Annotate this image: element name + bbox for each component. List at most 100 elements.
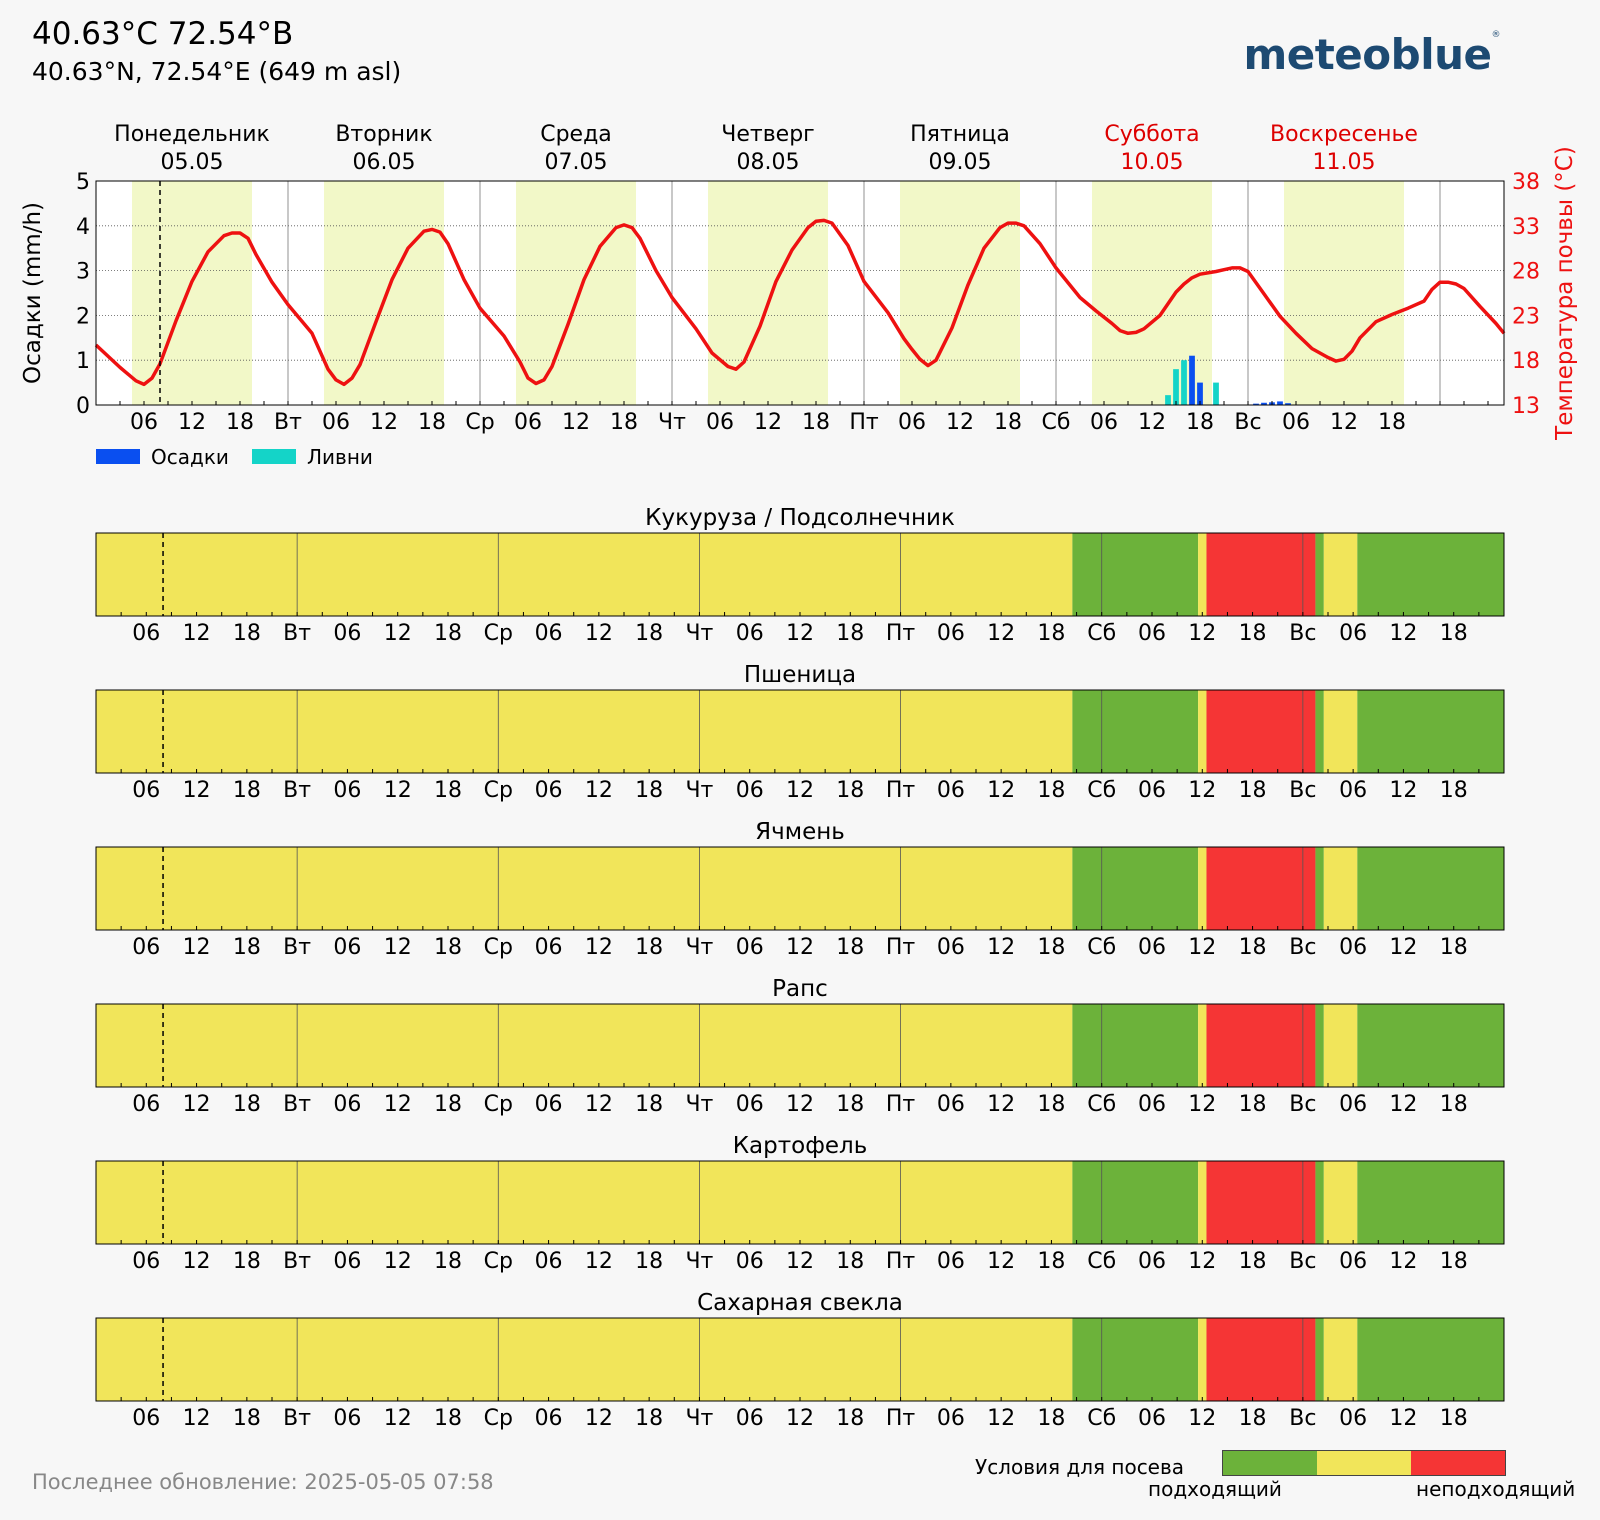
crop-day-label: Ср bbox=[484, 1406, 513, 1431]
crop-hour-label: 12 bbox=[786, 1249, 814, 1274]
crop-day-label: Ср bbox=[484, 1249, 513, 1274]
legend-bad-swatch bbox=[1411, 1451, 1505, 1475]
crop-hour-label: 06 bbox=[132, 1406, 160, 1431]
left-tick-label: 4 bbox=[76, 215, 90, 240]
main-axis-hour-label: 06 bbox=[1090, 410, 1118, 435]
crop-hour-label: 12 bbox=[585, 1092, 613, 1117]
crop-hour-label: 06 bbox=[736, 1249, 764, 1274]
precip-legend-swatch bbox=[96, 449, 140, 464]
showers-legend-label: Ливни bbox=[307, 445, 373, 469]
crop-hour-label: 18 bbox=[233, 1249, 261, 1274]
left-tick-label: 5 bbox=[76, 170, 90, 195]
crop-hour-label: 06 bbox=[535, 1249, 563, 1274]
condition-segment bbox=[1206, 1004, 1316, 1087]
condition-segment bbox=[96, 690, 1073, 773]
condition-segment bbox=[1315, 847, 1324, 930]
main-axis-day-label: Вт bbox=[274, 410, 302, 435]
day-date: 11.05 bbox=[1313, 150, 1376, 175]
crop-hour-label: 06 bbox=[736, 621, 764, 646]
day-name: Понедельник bbox=[114, 122, 270, 147]
crop-day-label: Пт bbox=[886, 1406, 916, 1431]
crop-day-label: Ср bbox=[484, 621, 513, 646]
crop-day-label: Вт bbox=[283, 778, 311, 803]
crop-hour-label: 12 bbox=[384, 1249, 412, 1274]
precip-bar bbox=[1197, 382, 1203, 405]
condition-segment bbox=[1206, 847, 1316, 930]
crop-hour-label: 12 bbox=[1389, 1249, 1417, 1274]
crop-day-label: Вс bbox=[1289, 935, 1316, 960]
right-tick-label: 13 bbox=[1512, 394, 1540, 419]
condition-segment bbox=[1357, 1318, 1504, 1401]
sowing-legend-bar bbox=[1222, 1450, 1506, 1476]
precip-bar bbox=[1253, 403, 1259, 405]
crop-hour-label: 12 bbox=[1188, 1406, 1216, 1431]
crop-hour-label: 12 bbox=[1188, 621, 1216, 646]
main-axis-day-label: Вс bbox=[1234, 410, 1261, 435]
condition-segment bbox=[1357, 533, 1504, 616]
crop-day-label: Чт bbox=[685, 1406, 713, 1431]
crop-day-label: Пт bbox=[886, 935, 916, 960]
crop-title: Кукуруза / Подсолнечник bbox=[645, 505, 955, 531]
right-tick-label: 33 bbox=[1512, 215, 1540, 240]
crop-hour-label: 06 bbox=[1339, 1249, 1367, 1274]
crop-hour-label: 12 bbox=[585, 621, 613, 646]
left-axis-label: Осадки (mm/h) bbox=[20, 202, 46, 384]
main-axis-hour-label: 18 bbox=[1186, 410, 1214, 435]
crop-hour-label: 06 bbox=[1138, 621, 1166, 646]
crop-hour-label: 18 bbox=[836, 621, 864, 646]
main-axis-hour-label: 12 bbox=[1138, 410, 1166, 435]
crop-hour-label: 12 bbox=[1188, 935, 1216, 960]
precip-legend-label: Осадки bbox=[151, 445, 229, 469]
main-axis-hour-label: 18 bbox=[802, 410, 830, 435]
condition-segment bbox=[1323, 533, 1358, 616]
crop-day-label: Ср bbox=[484, 778, 513, 803]
legend-unsuitable-label: неподходящий bbox=[1416, 1477, 1576, 1501]
crop-hour-label: 12 bbox=[183, 621, 211, 646]
crop-hour-label: 06 bbox=[1138, 935, 1166, 960]
daylight-band bbox=[516, 181, 636, 405]
precip-bar bbox=[1261, 402, 1267, 405]
crop-hour-label: 06 bbox=[1339, 621, 1367, 646]
day-date: 05.05 bbox=[161, 150, 224, 175]
crop-hour-label: 18 bbox=[1239, 1092, 1267, 1117]
crop-hour-label: 18 bbox=[1037, 1249, 1065, 1274]
crop-hour-label: 06 bbox=[736, 1092, 764, 1117]
main-axis-hour-label: 12 bbox=[754, 410, 782, 435]
day-name: Вторник bbox=[335, 122, 432, 147]
location-coordinates: 40.63°N, 72.54°E (649 m asl) bbox=[32, 57, 402, 86]
crop-hour-label: 06 bbox=[1339, 935, 1367, 960]
main-axis-day-label: Пт bbox=[849, 410, 879, 435]
crop-hour-label: 12 bbox=[786, 1406, 814, 1431]
main-axis-hour-label: 06 bbox=[898, 410, 926, 435]
main-axis-hour-label: 12 bbox=[1330, 410, 1358, 435]
crop-hour-label: 18 bbox=[1037, 1406, 1065, 1431]
condition-segment bbox=[1206, 1318, 1316, 1401]
crop-hour-label: 06 bbox=[333, 1249, 361, 1274]
crop-hour-label: 18 bbox=[434, 1249, 462, 1274]
meteoblue-logo[interactable]: meteoblue® bbox=[1243, 30, 1500, 79]
condition-segment bbox=[1072, 1318, 1199, 1401]
crop-hour-label: 18 bbox=[1239, 935, 1267, 960]
left-tick-label: 1 bbox=[76, 349, 90, 374]
crop-hour-label: 06 bbox=[535, 621, 563, 646]
showers-bar bbox=[1165, 395, 1171, 405]
crop-hour-label: 18 bbox=[233, 935, 261, 960]
crop-hour-label: 18 bbox=[1440, 1406, 1468, 1431]
crop-hour-label: 12 bbox=[585, 935, 613, 960]
crop-title: Рапс bbox=[772, 976, 828, 1002]
crop-day-label: Пт bbox=[886, 1249, 916, 1274]
crop-hour-label: 12 bbox=[987, 1249, 1015, 1274]
crop-hour-label: 06 bbox=[937, 935, 965, 960]
right-axis-label: Температура почвы (°C) bbox=[1552, 146, 1578, 441]
condition-segment bbox=[1206, 533, 1316, 616]
crop-hour-label: 18 bbox=[1037, 621, 1065, 646]
crop-hour-label: 06 bbox=[535, 1092, 563, 1117]
crop-hour-label: 12 bbox=[1389, 935, 1417, 960]
crop-hour-label: 06 bbox=[535, 1406, 563, 1431]
showers-bar bbox=[1173, 369, 1179, 405]
crop-hour-label: 12 bbox=[183, 1406, 211, 1431]
crop-hour-label: 18 bbox=[1239, 778, 1267, 803]
crop-hour-label: 06 bbox=[1339, 778, 1367, 803]
location-title: 40.63°C 72.54°В bbox=[32, 16, 294, 52]
daylight-band bbox=[324, 181, 444, 405]
